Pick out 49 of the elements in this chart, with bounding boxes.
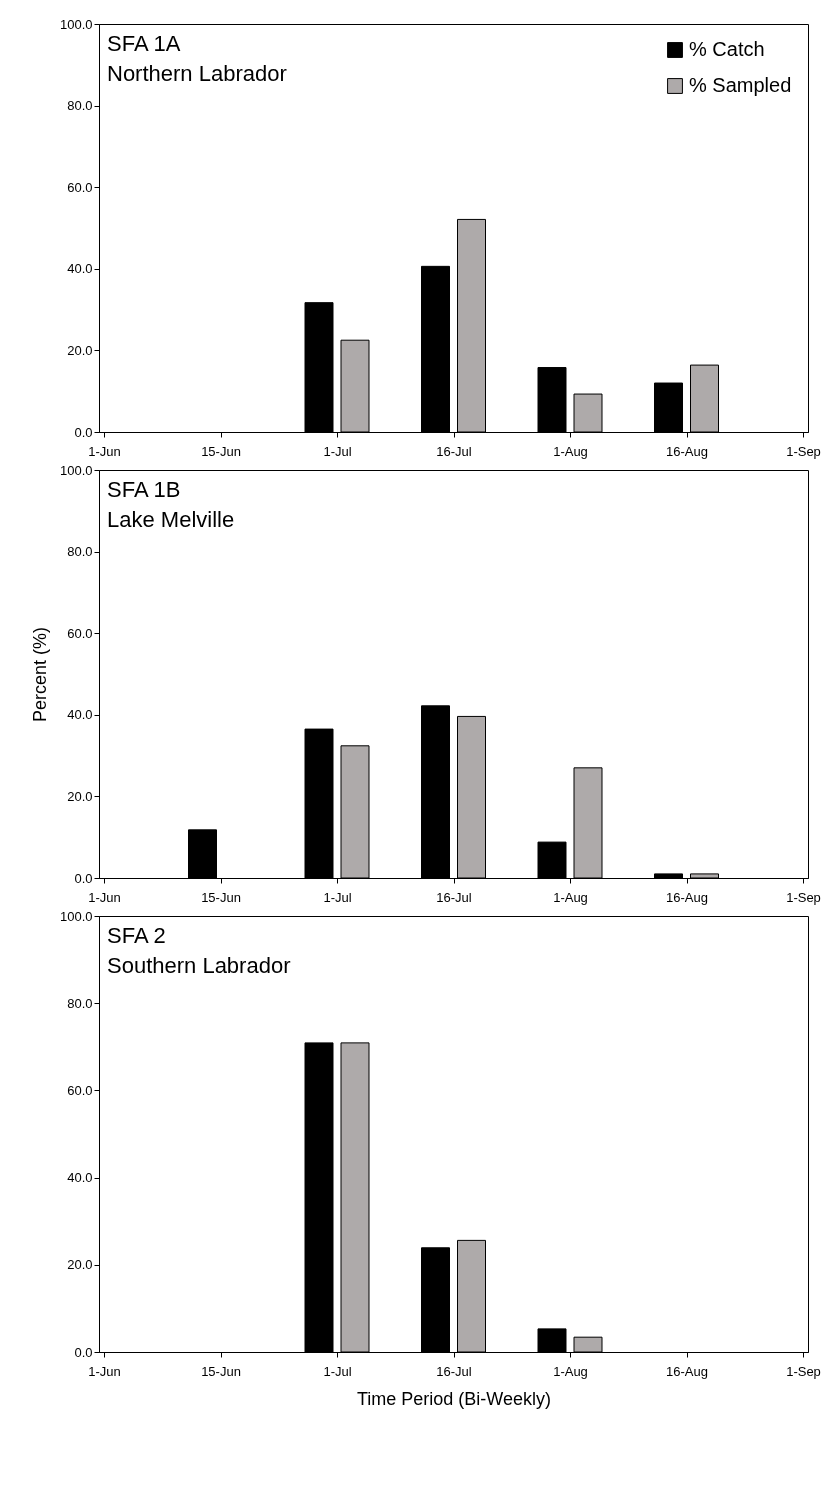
x-tick-label: 1-Jun: [88, 443, 121, 459]
text: Southern Labrador: [107, 953, 291, 978]
x-tick-label: 1-Jun: [88, 1363, 121, 1379]
text: Northern Labrador: [107, 61, 287, 86]
chart-title: SFA 1A: [107, 31, 181, 56]
y-tick-label: 100.0: [59, 16, 93, 32]
x-tick-label: 1-Jul: [323, 443, 352, 459]
x-tick-label: 16-Jul: [436, 443, 472, 459]
y-tick-label: 80.0: [67, 544, 93, 560]
x-tick-label: 1-Jul: [323, 889, 352, 905]
x-tick-label: 15-Jun: [201, 1363, 241, 1379]
legend-label: % Sampled: [689, 74, 792, 96]
y-tick-label: 20.0: [67, 1257, 93, 1273]
x-tick-label: 1-Sep: [786, 1363, 821, 1379]
y-tick-label: 100.0: [59, 462, 93, 478]
x-tick-label: 15-Jun: [201, 889, 241, 905]
y-tick-label: 60.0: [67, 1082, 93, 1098]
y-tick-label: 80.0: [67, 995, 93, 1011]
y-tick-label: 80.0: [67, 98, 93, 114]
x-tick-label: 1-Aug: [553, 889, 588, 905]
x-tick-label: 1-Aug: [553, 443, 588, 459]
x-tick-label: 16-Jul: [436, 1363, 472, 1379]
x-tick-label: 16-Jul: [436, 889, 472, 905]
y-tick-label: 40.0: [67, 1170, 93, 1186]
y-tick-label: 20.0: [67, 342, 93, 358]
y-tick-label: 40.0: [67, 707, 93, 723]
x-tick-label: 16-Aug: [666, 443, 708, 459]
x-tick-label: 1-Aug: [553, 1363, 588, 1379]
y-tick-label: 60.0: [67, 625, 93, 641]
x-tick-label: 1-Sep: [786, 889, 821, 905]
x-tick-label: 1-Jun: [88, 889, 121, 905]
chart-title: SFA 2: [107, 923, 166, 948]
x-axis-title: Time Period (Bi-Weekly): [356, 1388, 552, 1409]
text: Lake Melville: [107, 507, 235, 532]
y-tick-label: 60.0: [67, 179, 93, 195]
x-tick-label: 1-Jul: [323, 1363, 352, 1379]
y-tick-label: 0.0: [74, 1344, 93, 1360]
y-tick-label: 20.0: [67, 788, 93, 804]
y-tick-label: 100.0: [59, 908, 93, 924]
y-tick-label: 0.0: [74, 870, 93, 886]
x-tick-label: 16-Aug: [666, 889, 708, 905]
legend-label: % Catch: [689, 38, 765, 60]
x-tick-label: 16-Aug: [666, 1363, 708, 1379]
chart-title: SFA 1B: [107, 477, 181, 502]
y-tick-label: 40.0: [67, 261, 93, 277]
y-tick-label: 0.0: [74, 424, 93, 440]
x-tick-label: 1-Sep: [786, 443, 821, 459]
x-tick-label: 15-Jun: [201, 443, 241, 459]
y-axis-title: Percent (%): [29, 626, 50, 723]
